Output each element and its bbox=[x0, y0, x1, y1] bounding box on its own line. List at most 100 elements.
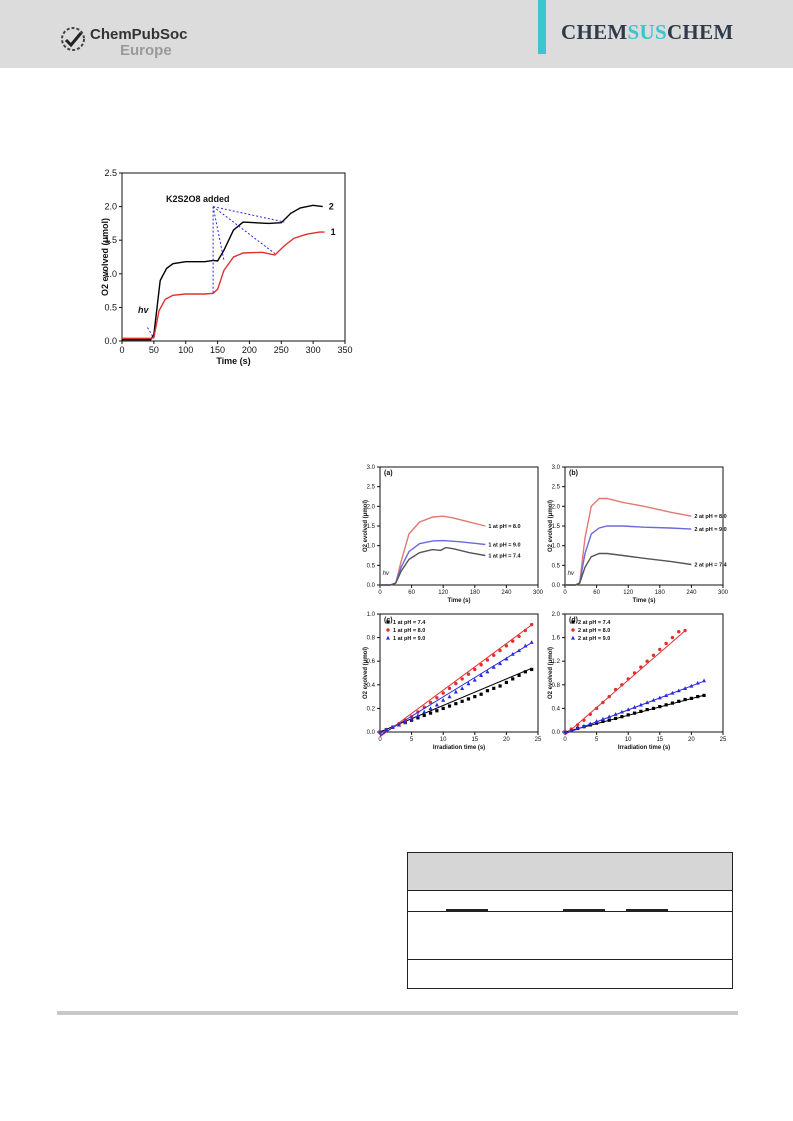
fit-line-1 bbox=[564, 630, 686, 736]
data-point bbox=[479, 692, 483, 696]
series-end-label: 2 at pH = 7.4 bbox=[694, 563, 727, 569]
x-tick-label: 25 bbox=[720, 737, 727, 743]
series-line-0 bbox=[380, 515, 486, 586]
data-point bbox=[441, 691, 445, 695]
x-axis-label: Time (s) bbox=[633, 598, 656, 604]
data-point bbox=[454, 702, 458, 706]
data-point bbox=[447, 694, 452, 699]
data-point bbox=[498, 648, 502, 653]
x-tick-label: 15 bbox=[471, 737, 478, 743]
data-point bbox=[492, 653, 496, 657]
y-tick-label: 0.8 bbox=[367, 636, 376, 642]
x-tick-label: 5 bbox=[410, 737, 414, 743]
x-tick-label: 60 bbox=[593, 590, 600, 596]
y-tick-label: 0.0 bbox=[552, 730, 561, 736]
publisher-name: ChemPubSoc bbox=[90, 26, 188, 43]
fit-line-1 bbox=[379, 624, 532, 738]
data-point bbox=[473, 667, 477, 672]
data-point bbox=[491, 664, 496, 669]
series-line-2 bbox=[565, 552, 692, 586]
data-point bbox=[530, 667, 534, 672]
data-point bbox=[422, 713, 426, 718]
series-line-1 bbox=[380, 539, 486, 586]
legend-label: 2 at pH = 9.0 bbox=[578, 636, 610, 642]
legend-marker bbox=[571, 628, 575, 632]
y-tick-label: 3.0 bbox=[552, 465, 561, 471]
data-point bbox=[435, 696, 439, 700]
table-rule bbox=[408, 890, 732, 891]
y-axis-label: O2 evolved (μmol) bbox=[548, 500, 554, 552]
data-point bbox=[416, 716, 420, 720]
data-point bbox=[504, 680, 508, 685]
y-tick-label: 0.0 bbox=[552, 583, 561, 589]
figure-2d-chart: 0 5 10 15 20 25 0.0 0.4 0.8 1.2 1.6 2.0 Irradiation … bbox=[548, 612, 727, 751]
data-point bbox=[620, 683, 624, 687]
data-point bbox=[384, 727, 389, 732]
y-tick-label: 1.0 bbox=[552, 544, 561, 550]
y-tick-label: 0.5 bbox=[367, 563, 376, 569]
y-tick-label: 2.5 bbox=[104, 168, 117, 178]
data-point bbox=[422, 709, 427, 714]
annotation-hv: hv bbox=[568, 571, 575, 577]
legend-label: 1 at pH = 7.4 bbox=[393, 620, 426, 626]
data-point bbox=[472, 677, 477, 682]
legend-label: 1 at pH = 9.0 bbox=[393, 636, 425, 642]
legend-marker bbox=[571, 620, 575, 624]
data-point bbox=[441, 706, 445, 710]
y-tick-label: 1.5 bbox=[367, 524, 376, 530]
y-tick-label: 2.0 bbox=[104, 202, 117, 212]
legend-label: 2 at pH = 7.4 bbox=[578, 620, 611, 626]
series-end-label: 1 at pH = 8.0 bbox=[488, 524, 520, 530]
x-tick-label: 120 bbox=[623, 590, 634, 596]
annotation-arrow bbox=[212, 206, 225, 261]
x-tick-label: 180 bbox=[470, 590, 481, 596]
data-point bbox=[447, 704, 452, 708]
panel-label: (a) bbox=[384, 470, 393, 477]
journal-title-part2: SUS bbox=[627, 20, 667, 44]
data-point bbox=[466, 697, 471, 701]
x-tick-label: 50 bbox=[149, 345, 159, 355]
figure-2a-chart: 0 60 120 180 240 300 0.0 0.5 1.0 1.5 2.0 2.5 3.0 Time… bbox=[363, 465, 544, 604]
x-tick-label: 60 bbox=[408, 590, 415, 596]
x-axis-label: Irradiation time (s) bbox=[618, 745, 670, 751]
publisher-region: Europe bbox=[120, 42, 172, 59]
y-tick-label: 0.0 bbox=[367, 583, 376, 589]
accent-bar bbox=[538, 0, 546, 54]
data-point bbox=[639, 709, 643, 713]
data-table bbox=[407, 852, 733, 989]
y-tick-label: 2.5 bbox=[367, 485, 376, 491]
legend-marker bbox=[386, 635, 390, 640]
data-point bbox=[428, 700, 433, 705]
y-axis-label: O2 evolved (μmol) bbox=[100, 218, 110, 296]
data-point bbox=[670, 635, 675, 640]
y-tick-label: 0.5 bbox=[104, 302, 117, 312]
data-point bbox=[428, 711, 433, 715]
data-point bbox=[677, 699, 681, 703]
y-tick-label: 2.5 bbox=[552, 485, 561, 491]
series-end-label: 1 at pH = 7.4 bbox=[488, 554, 521, 560]
data-point bbox=[485, 658, 490, 662]
panel-label: (b) bbox=[569, 470, 578, 477]
y-axis-label: O2 evolved (μmol) bbox=[363, 647, 369, 699]
x-tick-label: 300 bbox=[306, 345, 321, 355]
legend-marker bbox=[571, 635, 575, 640]
data-point bbox=[645, 659, 649, 663]
legend-marker bbox=[386, 620, 390, 624]
data-point bbox=[479, 673, 484, 677]
data-point bbox=[453, 689, 458, 694]
data-point bbox=[466, 681, 471, 686]
data-point bbox=[434, 702, 439, 707]
x-axis-label: Time (s) bbox=[448, 598, 471, 604]
fit-line-0 bbox=[564, 694, 705, 733]
data-point bbox=[594, 706, 599, 711]
table-rule bbox=[408, 959, 732, 960]
data-point bbox=[378, 729, 382, 734]
data-point bbox=[498, 661, 503, 666]
y-tick-label: 1.0 bbox=[367, 612, 376, 618]
legend-label: 1 at pH = 8.0 bbox=[393, 628, 425, 634]
journal-title-part3: CHEM bbox=[666, 20, 734, 44]
series-end-label: 1 at pH = 9.0 bbox=[488, 542, 520, 548]
x-axis-label: Irradiation time (s) bbox=[433, 745, 485, 751]
data-point bbox=[492, 686, 496, 690]
y-axis-label: O2 evolved (μmol) bbox=[548, 647, 554, 699]
